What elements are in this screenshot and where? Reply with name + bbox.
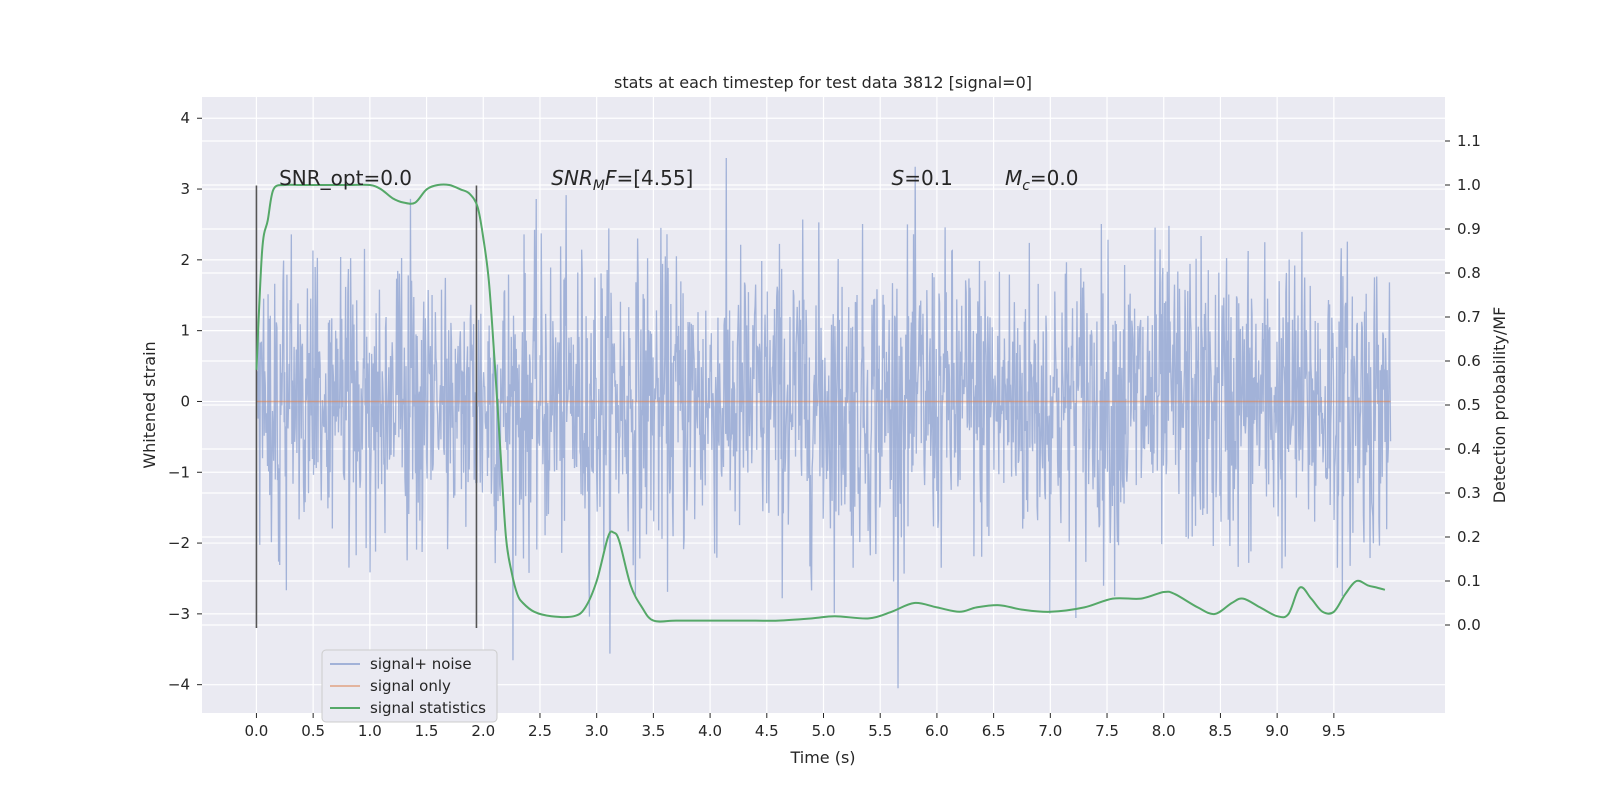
y-tick-label: −2	[168, 534, 190, 552]
y-right-tick-label: 0.6	[1457, 352, 1481, 370]
x-tick-label: 3.5	[641, 722, 665, 740]
y-right-tick-label: 0.1	[1457, 572, 1481, 590]
y-tick-label: 0	[180, 392, 190, 410]
series-signal-statistics	[255, 183, 1386, 623]
annotation-2: S=0.1	[892, 166, 953, 190]
y-axis-label-right: Detection probability/MF	[1490, 307, 1509, 504]
y-right-tick-label: 0.4	[1457, 440, 1481, 458]
chart-title: stats at each timestep for test data 381…	[614, 73, 1032, 92]
x-tick-label: 8.0	[1152, 722, 1176, 740]
legend-box	[321, 649, 498, 723]
y-right-tick-label: 1.0	[1457, 176, 1481, 194]
x-tick-label: 9.0	[1265, 722, 1289, 740]
y-tick-label: 2	[180, 251, 190, 269]
window-markers	[255, 185, 478, 629]
y-right-tick-label: 0.2	[1457, 528, 1481, 546]
x-tick-label: 2.5	[528, 722, 552, 740]
x-tick-label: 1.5	[415, 722, 439, 740]
y-tick-label: 3	[180, 180, 190, 198]
annotation-3: Mc=0.0	[1005, 166, 1079, 194]
y-right-tick-label: 0.5	[1457, 396, 1481, 414]
x-tick-label: 4.0	[698, 722, 722, 740]
x-tick-label: 1.0	[358, 722, 382, 740]
y-right-tick-label: 1.1	[1457, 132, 1481, 150]
y-tick-label: −1	[168, 463, 190, 481]
x-tick-label: 5.0	[812, 722, 836, 740]
x-tick-label: 0.5	[301, 722, 325, 740]
y-tick-label: −3	[168, 605, 190, 623]
y-right-tick-label: 0.3	[1457, 484, 1481, 502]
y-axis-right-ticks: 0.0 0.1 0.2 0.3 0.4 0.5 0.6 0.7 0.8 0.9 1.0 1.1	[1445, 132, 1481, 634]
y-right-tick-label: 0.7	[1457, 308, 1481, 326]
legend-label: signal statistics	[370, 699, 486, 717]
legend: signal+ noise signal only signal statistic…	[321, 649, 498, 723]
x-tick-label: 2.0	[471, 722, 495, 740]
y-tick-label: −4	[168, 676, 190, 694]
annotations: SNR_opt=0.0 SNRMF=[4.55] S=0.1 Mc=0.0	[279, 166, 1078, 194]
annotation-0: SNR_opt=0.0	[279, 166, 412, 190]
y-right-tick-label: 0.0	[1457, 616, 1481, 634]
x-axis-ticks: 0.0 0.5 1.0 1.5 2.0 2.5 3.0 3.5 4.0 4.5 5.0 5.5 6.0 6…	[245, 713, 1346, 740]
y-axis-left-ticks: −4 −3 −2 −1 0 1 2 3 4	[168, 109, 202, 694]
y-tick-label: 1	[180, 322, 190, 340]
x-tick-label: 5.5	[868, 722, 892, 740]
x-tick-label: 9.5	[1322, 722, 1346, 740]
x-tick-label: 0.0	[245, 722, 269, 740]
legend-label: signal only	[370, 677, 451, 695]
series-signal-noise	[255, 157, 1392, 689]
x-tick-label: 4.5	[755, 722, 779, 740]
legend-label: signal+ noise	[370, 655, 472, 673]
x-axis-label: Time (s)	[789, 748, 855, 767]
x-tick-label: 3.0	[585, 722, 609, 740]
x-tick-label: 8.5	[1209, 722, 1233, 740]
x-tick-label: 6.5	[982, 722, 1006, 740]
x-tick-label: 7.0	[1038, 722, 1062, 740]
y-right-tick-label: 0.8	[1457, 264, 1481, 282]
y-axis-label-left: Whitened strain	[140, 341, 159, 468]
y-right-tick-label: 0.9	[1457, 220, 1481, 238]
annotation-1: SNRMF=[4.55]	[551, 166, 693, 194]
x-tick-label: 6.0	[925, 722, 949, 740]
x-tick-label: 7.5	[1095, 722, 1119, 740]
y-tick-label: 4	[180, 109, 190, 127]
